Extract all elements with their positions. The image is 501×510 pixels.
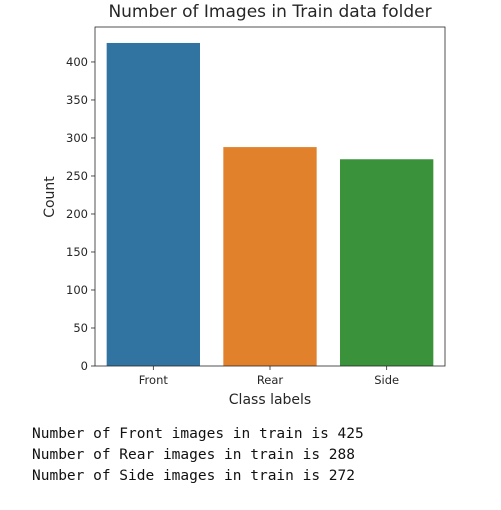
y-axis-ticks: 0 50 100 150 200 250 300 350 400 xyxy=(66,55,95,373)
y-tick-label-350: 350 xyxy=(66,93,88,107)
x-tick-label-side: Side xyxy=(374,373,399,387)
y-tick-label-250: 250 xyxy=(66,169,88,183)
console-output: Number of Front images in train is 425 Nu… xyxy=(32,424,364,487)
y-axis-label: Count xyxy=(42,176,58,218)
bar-side xyxy=(340,159,434,366)
x-axis-label: Class labels xyxy=(229,392,311,408)
y-tick-label-150: 150 xyxy=(66,245,88,259)
output-line-side: Number of Side images in train is 272 xyxy=(32,468,356,484)
x-axis-ticks: Front Rear Side xyxy=(139,366,399,387)
y-tick-label-0: 0 xyxy=(81,359,88,373)
output-line-front: Number of Front images in train is 425 xyxy=(32,426,364,442)
bar-chart: Number of Images in Train data folder 0 5… xyxy=(42,2,446,408)
chart-title: Number of Images in Train data folder xyxy=(108,2,431,22)
bar-rear xyxy=(223,147,317,366)
y-tick-label-400: 400 xyxy=(66,55,88,69)
plot-frame xyxy=(94,26,446,367)
output-line-rear: Number of Rear images in train is 288 xyxy=(32,447,356,463)
y-tick-label-50: 50 xyxy=(73,321,88,335)
y-tick-label-100: 100 xyxy=(66,283,88,297)
bar-front xyxy=(106,42,200,366)
x-tick-label-front: Front xyxy=(139,373,169,387)
bars-group xyxy=(106,42,434,366)
y-tick-label-300: 300 xyxy=(66,131,88,145)
x-tick-label-rear: Rear xyxy=(257,373,284,387)
y-tick-label-200: 200 xyxy=(66,207,88,221)
